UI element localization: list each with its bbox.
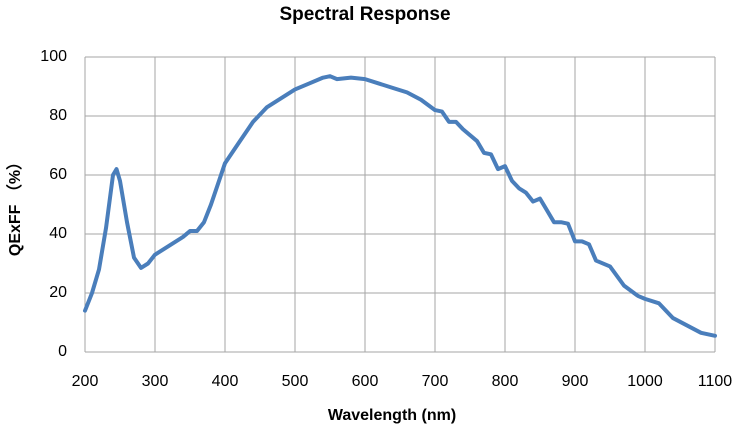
x-axis-label: Wavelength (nm) xyxy=(328,407,456,424)
x-tick-label: 900 xyxy=(562,373,589,390)
y-tick-label: 80 xyxy=(49,107,67,124)
x-tick-label: 500 xyxy=(282,373,309,390)
y-tick-label: 0 xyxy=(58,343,67,360)
x-tick-label: 800 xyxy=(492,373,519,390)
y-tick-label: 20 xyxy=(49,284,67,301)
x-tick-label: 1000 xyxy=(627,373,663,390)
chart-title: Spectral Response xyxy=(279,4,450,25)
y-tick-label: 60 xyxy=(49,166,67,183)
x-tick-label: 1100 xyxy=(698,373,733,390)
x-tick-label: 400 xyxy=(212,373,239,390)
data-line xyxy=(83,74,717,338)
y-axis-label: QExFF （%） xyxy=(6,154,24,256)
y-tick-label: 100 xyxy=(40,48,67,65)
x-tick-label: 200 xyxy=(72,373,99,390)
x-tick-label: 700 xyxy=(422,373,449,390)
x-tick-label: 300 xyxy=(142,373,169,390)
y-tick-label: 40 xyxy=(49,225,67,242)
x-tick-label: 600 xyxy=(352,373,379,390)
